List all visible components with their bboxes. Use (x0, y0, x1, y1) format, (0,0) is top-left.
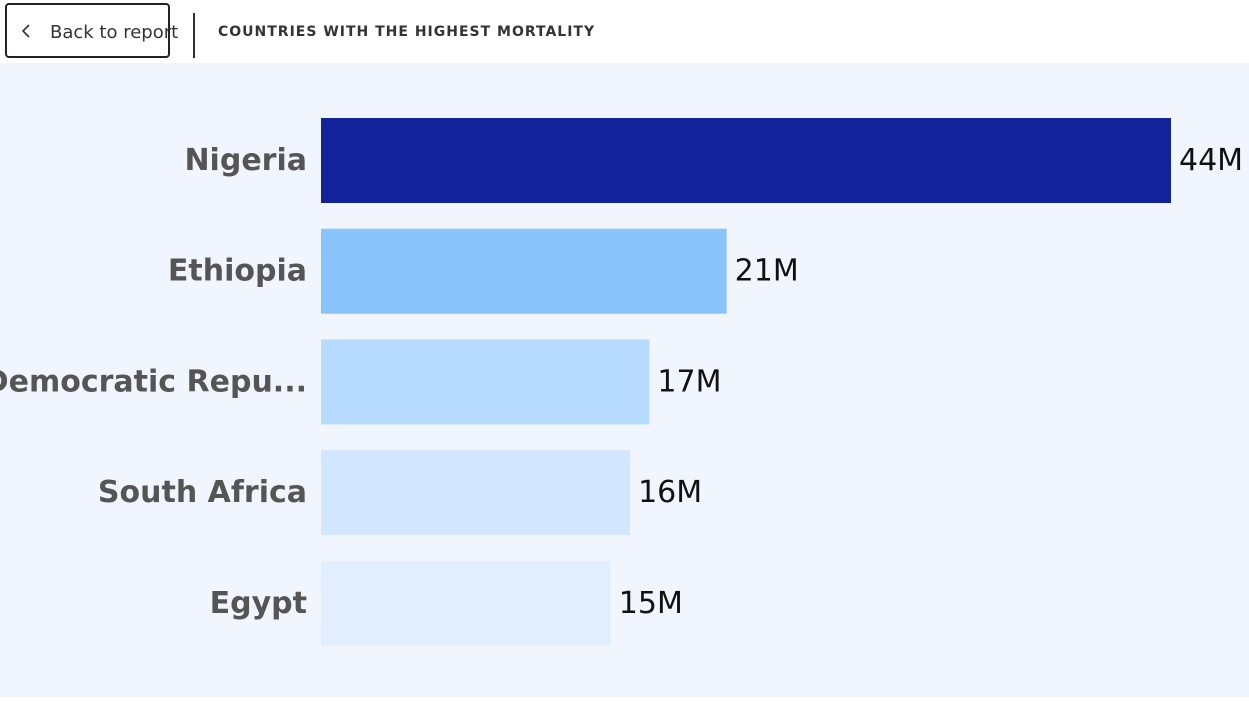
category-label: Nigeria (184, 143, 307, 178)
data-label: 16M (638, 475, 702, 510)
back-to-report-button[interactable]: Back to report (5, 3, 178, 58)
bar-2[interactable] (321, 339, 650, 425)
bar-1[interactable] (321, 228, 727, 314)
page-title: COUNTRIES WITH THE HIGHEST MORTALITY (218, 24, 596, 40)
top-bar: Back to report COUNTRIES WITH THE HIGHES… (0, 0, 1249, 63)
data-label: 21M (735, 254, 799, 289)
chart-area: Nigeria 44M Ethiopia 21M Democratic Repu... 1… (0, 63, 1249, 697)
data-label: 17M (657, 364, 721, 399)
data-label: 44M (1179, 143, 1243, 178)
category-label: South Africa (98, 475, 307, 510)
chevron-left-icon (21, 24, 30, 38)
bar-chart: Nigeria 44M Ethiopia 21M Democratic Repu... 1… (0, 118, 1243, 646)
bar-3[interactable] (321, 450, 631, 536)
back-button-label: Back to report (50, 22, 179, 43)
category-label: Ethiopia (168, 254, 307, 289)
data-label: 15M (619, 586, 683, 621)
category-label: Democratic Repu... (0, 364, 307, 399)
header-divider (193, 13, 195, 58)
category-label: Egypt (210, 586, 307, 621)
bar-0[interactable] (321, 118, 1171, 203)
bar-4[interactable] (321, 560, 611, 646)
